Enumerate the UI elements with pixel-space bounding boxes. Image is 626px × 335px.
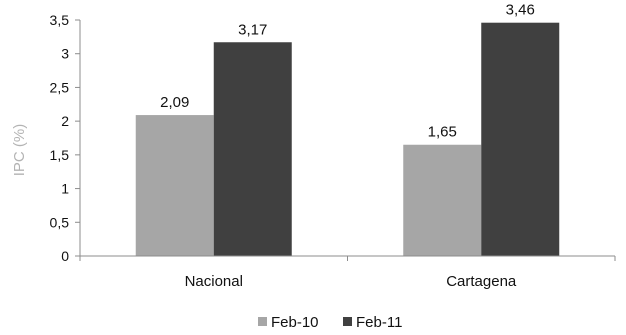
bar-feb-11-nacional xyxy=(213,42,292,256)
y-tick-label: 2,5 xyxy=(50,79,70,95)
legend: Feb-10 Feb-11 xyxy=(258,314,402,331)
y-axis-label: IPC (%) xyxy=(11,124,28,177)
legend-label: Feb-10 xyxy=(271,314,319,331)
data-label: 3,46 xyxy=(506,2,535,19)
data-label: 3,17 xyxy=(238,21,267,38)
y-tick-label: 3,5 xyxy=(50,12,70,28)
y-tick-label: 1,5 xyxy=(50,147,70,163)
x-axis: Nacional Cartagena xyxy=(79,255,616,290)
y-tick-label: 1 xyxy=(61,181,69,197)
y-tick-label: 0 xyxy=(61,248,69,264)
legend-swatch xyxy=(343,317,352,326)
bar-feb-11-cartagena xyxy=(481,22,560,256)
bar-feb-10-cartagena xyxy=(403,144,482,256)
data-label: 2,09 xyxy=(160,94,189,111)
legend-swatch xyxy=(258,317,267,326)
legend-label: Feb-11 xyxy=(356,314,402,331)
y-axis: 0 0,5 1 1,5 2 2,5 3 3,5 xyxy=(50,12,81,264)
category-label: Cartagena xyxy=(446,273,517,290)
category-label: Nacional xyxy=(185,273,243,290)
bars: 2,09 3,17 1,65 3,46 xyxy=(135,2,560,257)
y-tick-label: 2 xyxy=(61,113,69,129)
bar-feb-10-nacional xyxy=(135,115,214,257)
data-label: 1,65 xyxy=(428,124,457,141)
y-tick-label: 3 xyxy=(61,46,69,62)
y-tick-label: 0,5 xyxy=(50,214,70,230)
